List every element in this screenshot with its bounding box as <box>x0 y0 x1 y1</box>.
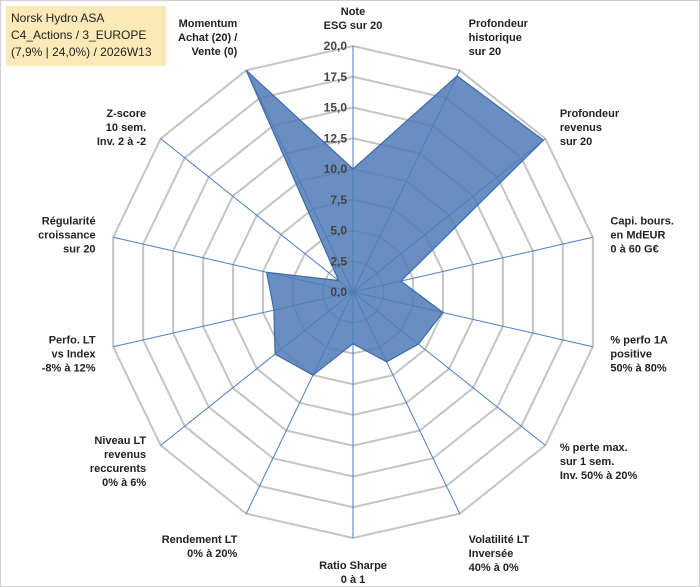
axis-label-7: Volatilité LT Inversée 40% à 0% <box>469 534 530 574</box>
axis-label-line: 0% à 20% <box>187 548 237 560</box>
radar-series <box>245 69 545 376</box>
axis-label-line: sur 20 <box>63 243 95 255</box>
info-company-name: Norsk Hydro ASA <box>11 11 105 25</box>
axis-label-line: Note <box>341 6 365 18</box>
axis-label-line: Ratio Sharpe <box>319 560 387 572</box>
axis-label-line: Z-score <box>106 108 146 120</box>
axis-label-line: 0% à 6% <box>102 477 146 489</box>
axis-label-line: Inv. 50% à 20% <box>560 470 638 482</box>
axis-label-line: sur 20 <box>560 136 592 148</box>
axis-label-line: -8% à 12% <box>42 363 96 375</box>
tick-label-2: 5,0 <box>330 224 347 238</box>
axis-label-line: positive <box>610 349 652 361</box>
axis-label-line: reccurents <box>90 463 146 475</box>
info-category: C4_Actions / 3_EUROPE <box>11 28 147 42</box>
axis-label-line: vs Index <box>52 349 97 361</box>
radial-tick-labels: 0,0 2,5 5,0 7,5 10,0 12,5 15,0 17,5 20,0 <box>324 39 348 299</box>
axis-label-10: Niveau LT revenus reccurents 0% à 6% <box>90 435 147 489</box>
axis-label-line: historique <box>469 32 522 44</box>
info-stats: (7,9% | 24,0%) / 2026W13 <box>11 45 152 59</box>
spoke-13 <box>160 138 354 293</box>
axis-label-line: croissance <box>38 229 95 241</box>
axis-label-line: Régularité <box>42 215 96 227</box>
tick-label-8: 20,0 <box>324 39 348 53</box>
axis-label-line: 50% à 80% <box>610 363 666 375</box>
axis-label-1: Note ESG sur 20 <box>324 6 383 32</box>
tick-label-7: 17,5 <box>324 70 348 84</box>
axis-label-13: Z-score 10 sem. Inv. 2 à -2 <box>97 108 146 148</box>
axis-label-line: Perfo. LT <box>49 335 96 347</box>
axis-label-line: sur 20 <box>469 46 501 58</box>
tick-label-6: 15,0 <box>324 101 348 115</box>
tick-label-0: 0,0 <box>330 285 347 299</box>
axis-label-3: Profondeur revenus sur 20 <box>560 108 620 148</box>
axis-label-6: % perte max. sur 1 sem. Inv. 50% à 20% <box>560 442 638 482</box>
axis-label-8: Ratio Sharpe 0 à 1 <box>319 560 387 586</box>
axis-label-line: Volatilité LT <box>469 534 530 546</box>
axis-label-line: sur 1 sem. <box>560 456 614 468</box>
axis-label-2: Profondeur historique sur 20 <box>469 18 529 58</box>
axis-label-14: Momentum Achat (20) / Vente (0) <box>178 18 238 58</box>
axis-label-line: Profondeur <box>469 18 529 30</box>
axis-label-line: Inv. 2 à -2 <box>97 136 146 148</box>
axis-label-line: en MdEUR <box>610 229 665 241</box>
axis-label-line: Inversée <box>469 548 514 560</box>
axis-label-line: 10 sem. <box>106 122 146 134</box>
tick-label-5: 12,5 <box>324 131 348 145</box>
axis-label-line: % perfo 1A <box>610 335 668 347</box>
axis-label-9: Rendement LT 0% à 20% <box>162 534 238 560</box>
axis-label-line: 0 à 60 G€ <box>610 243 658 255</box>
axis-label-line: Capi. bours. <box>610 215 674 227</box>
axis-label-5: % perfo 1A positive 50% à 80% <box>610 335 668 375</box>
info-box: Norsk Hydro ASA C4_Actions / 3_EUROPE (7… <box>6 6 166 66</box>
axis-label-line: ESG sur 20 <box>324 20 383 32</box>
axis-label-line: Niveau LT <box>94 435 146 447</box>
series-area-1 <box>245 69 545 376</box>
axis-label-line: revenus <box>560 122 602 134</box>
axis-label-line: Rendement LT <box>162 534 238 546</box>
axis-label-line: Achat (20) / <box>178 32 237 44</box>
tick-label-1: 2,5 <box>330 254 347 268</box>
axis-labels: Note ESG sur 20 Profondeur historique sur 20… <box>38 6 674 586</box>
axis-label-line: 40% à 0% <box>469 562 519 574</box>
axis-label-line: Momentum <box>179 18 238 30</box>
axis-label-line: Profondeur <box>560 108 620 120</box>
axis-label-line: Vente (0) <box>191 46 237 58</box>
axis-label-12: Régularité croissance sur 20 <box>38 215 95 255</box>
axis-label-4: Capi. bours. en MdEUR 0 à 60 G€ <box>610 215 674 255</box>
axis-label-line: % perte max. <box>560 442 628 454</box>
tick-label-4: 10,0 <box>324 162 348 176</box>
axis-label-line: 0 à 1 <box>341 574 365 586</box>
axis-label-11: Perfo. LT vs Index -8% à 12% <box>42 335 97 375</box>
axis-label-line: revenus <box>104 449 146 461</box>
tick-label-3: 7,5 <box>330 193 347 207</box>
